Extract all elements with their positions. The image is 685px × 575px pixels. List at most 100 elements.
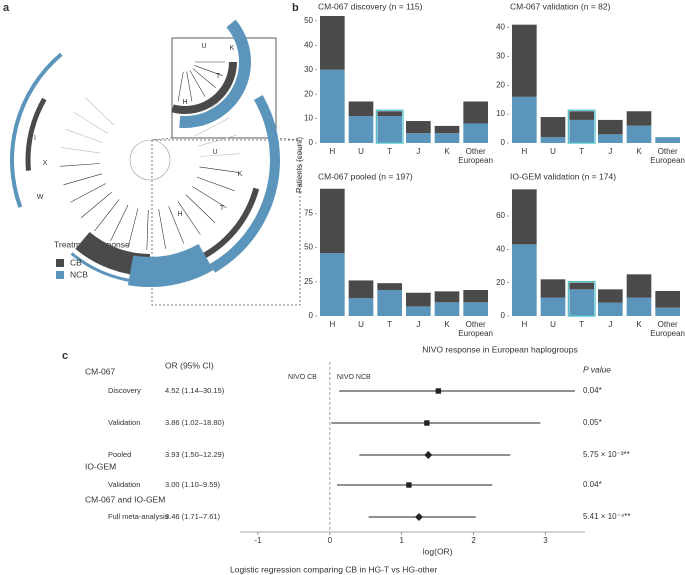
tree-label: K	[238, 171, 243, 178]
bar-segment	[512, 96, 537, 143]
tree-branch	[194, 117, 230, 137]
p-value: 0.04*	[583, 480, 602, 489]
tree-branch	[168, 206, 184, 244]
bar-segment	[463, 123, 488, 143]
y-tick-label: 40	[496, 244, 505, 253]
x-tick-label: J	[416, 320, 421, 329]
caption: Logistic regression comparing CB in HG-T…	[230, 564, 437, 574]
bar-segment	[434, 291, 460, 303]
bar-segment	[320, 16, 345, 70]
bar-segment	[540, 137, 566, 143]
tree-branch	[70, 183, 106, 203]
bar-segment	[348, 298, 374, 316]
tree-branch	[192, 186, 227, 208]
or-text: 3.86 (1.02–18.80)	[165, 418, 225, 427]
y-tick-label: 60	[496, 211, 505, 220]
x-tick-label: J	[416, 147, 421, 156]
row-label: Validation	[108, 480, 140, 489]
or-text: 3.00 (1.10–9.59)	[165, 480, 221, 489]
x-tick-label: K	[444, 147, 450, 156]
bar-segment	[434, 125, 460, 134]
point-estimate	[435, 388, 442, 394]
x-tick-label: 3	[543, 536, 548, 545]
legend-swatch	[56, 259, 64, 267]
tree-label: U	[212, 149, 217, 156]
tree-branch	[199, 153, 240, 157]
zoom-connector	[151, 137, 173, 141]
p-value: 0.05*	[583, 418, 602, 427]
panel-label: a	[3, 2, 10, 14]
y-tick-label: 0	[501, 138, 506, 147]
tree-branch	[85, 97, 115, 126]
bar-segment	[626, 297, 652, 316]
x-tick-label: U	[358, 147, 364, 156]
legend-label: NCB	[70, 269, 88, 279]
tree-label: H	[182, 99, 187, 106]
tree-ring	[129, 139, 171, 181]
x-tick-label: J	[608, 320, 613, 329]
bar-segment	[626, 125, 652, 143]
x-tick-label: K	[636, 320, 642, 329]
bar-segment	[655, 137, 680, 143]
y-tick-label: 10	[496, 109, 505, 118]
x-axis-title: NIVO response in European haplogroups	[422, 344, 577, 354]
bar-segment	[512, 189, 537, 245]
zoom-connector	[275, 137, 301, 141]
y-tick-label: 40	[304, 40, 313, 49]
x-axis-title: log(OR)	[423, 546, 453, 556]
or-text: 4.52 (1.14–30.15)	[165, 386, 225, 395]
chart-title: CM-067 discovery (n = 115)	[318, 1, 423, 11]
x-tick-label: Other European	[458, 320, 493, 338]
bar-segment	[655, 291, 680, 308]
bar-segment	[406, 306, 431, 316]
legend-label: CB	[70, 257, 82, 267]
tree-label: H	[177, 211, 182, 218]
group-label: CM-067	[85, 366, 116, 376]
tree-branch	[192, 68, 216, 88]
bar-segment	[348, 116, 374, 143]
tree-branch	[194, 65, 223, 76]
tree-label: T	[216, 73, 221, 80]
row-label: Validation	[108, 418, 140, 427]
tree-branch	[186, 71, 193, 102]
y-tick-label: 20	[496, 278, 505, 287]
tree-wedge	[75, 232, 150, 276]
x-tick-label: -1	[254, 536, 262, 545]
bar-segment	[540, 297, 566, 316]
tree-label: I	[34, 135, 36, 142]
bar-segment	[463, 302, 488, 316]
tree-branch	[63, 173, 103, 186]
tree-branch	[197, 134, 237, 147]
bar-segment	[569, 119, 594, 143]
bar-segment	[540, 117, 566, 138]
chart-title: CM-067 validation (n = 82)	[510, 1, 611, 11]
tree-branch	[158, 209, 166, 249]
tree-branch	[60, 163, 101, 167]
x-tick-label: K	[636, 147, 642, 156]
bar-segment	[569, 289, 594, 316]
point-estimate	[406, 482, 412, 488]
x-tick-label: H	[329, 320, 336, 329]
bar-segment	[377, 116, 402, 143]
tree-branch	[110, 204, 129, 242]
tree-branch	[94, 199, 120, 232]
column-header: P value	[583, 364, 611, 374]
x-tick-label: T	[579, 320, 585, 329]
x-tick-label: U	[550, 320, 556, 329]
or-text: 3.46 (1.71–7.61)	[165, 512, 221, 521]
x-tick-label: H	[329, 147, 336, 156]
y-tick-label: 0	[309, 311, 314, 320]
x-tick-label: H	[521, 320, 528, 329]
tree-wedge	[127, 244, 214, 288]
bar-segment	[598, 119, 623, 135]
reference-label: NIVO CB	[288, 374, 317, 381]
tree-branch	[177, 71, 184, 102]
tree-label: K	[230, 45, 235, 52]
tree-arc	[25, 97, 47, 171]
bar-segment	[406, 121, 431, 134]
y-tick-label: 10	[304, 114, 313, 123]
bar-segment	[598, 289, 623, 303]
tree-label: T	[220, 205, 225, 212]
